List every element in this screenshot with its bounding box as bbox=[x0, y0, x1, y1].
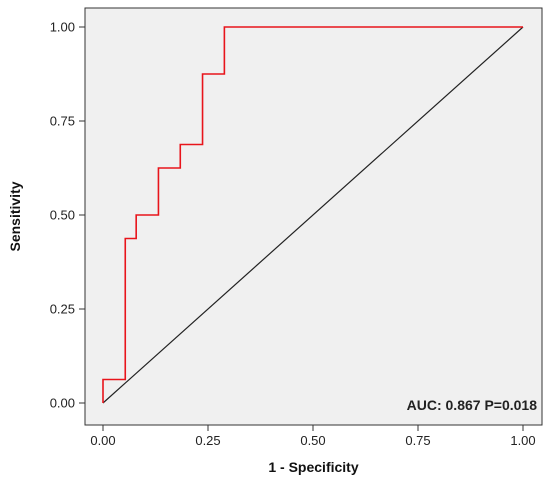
x-axis-title: 1 - Specificity bbox=[268, 459, 358, 475]
auc-annotation: AUC: 0.867 P=0.018 bbox=[407, 397, 538, 413]
y-tick-label: 0.50 bbox=[50, 208, 75, 223]
x-tick-label: 0.50 bbox=[300, 433, 325, 448]
x-tick-label: 0.00 bbox=[90, 433, 115, 448]
y-axis-title: Sensitivity bbox=[7, 181, 23, 251]
roc-curve-line bbox=[102, 26, 523, 403]
x-tick-label: 1.00 bbox=[510, 433, 535, 448]
x-tick-label: 0.75 bbox=[405, 433, 430, 448]
y-tick-label: 0.75 bbox=[50, 114, 75, 129]
y-tick-label: 0.00 bbox=[50, 396, 75, 411]
y-axis-ticks: 0.00 0.25 0.50 0.75 1.00 bbox=[50, 20, 85, 411]
plot-area bbox=[84, 7, 543, 426]
y-tick-label: 0.25 bbox=[50, 302, 75, 317]
x-axis-ticks: 0.00 0.25 0.50 0.75 1.00 bbox=[90, 425, 536, 448]
series-layer bbox=[102, 26, 524, 404]
y-tick-label: 1.00 bbox=[50, 20, 75, 35]
x-tick-label: 0.25 bbox=[195, 433, 220, 448]
reference-diagonal-line bbox=[102, 26, 524, 404]
